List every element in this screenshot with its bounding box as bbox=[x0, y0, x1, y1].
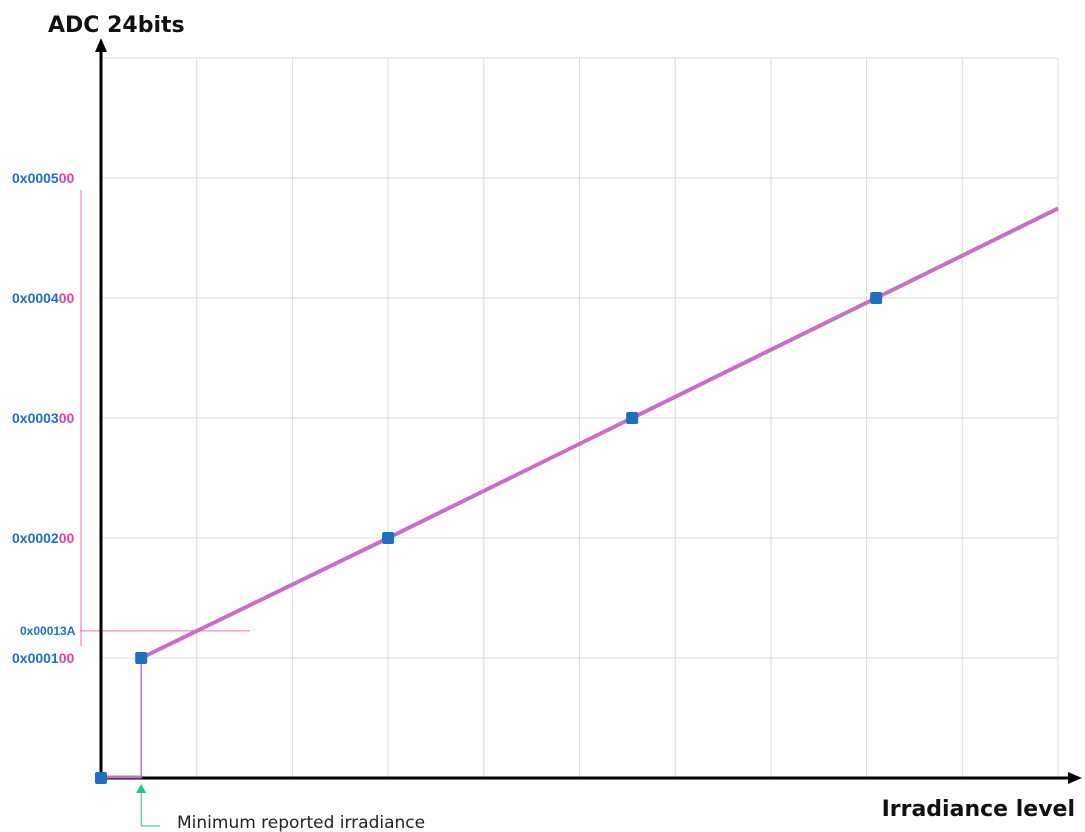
grid bbox=[101, 57, 1059, 778]
x-axis-arrowhead bbox=[1068, 772, 1082, 784]
y-tick-label: 0x000100 bbox=[12, 650, 75, 666]
data-point bbox=[135, 652, 148, 664]
annotation-label: Minimum reported irradiance bbox=[177, 813, 425, 832]
series-line bbox=[140, 206, 1059, 660]
x-axis-title: Irradiance level bbox=[882, 797, 1075, 822]
y-axis-arrowhead bbox=[95, 38, 107, 52]
y-tick-label: 0x000200 bbox=[12, 530, 75, 546]
series-layer bbox=[95, 206, 1059, 784]
y-tick-label: 0x000500 bbox=[12, 170, 75, 186]
tick-labels: 0x000100 0x000200 0x000300 0x000400 0x000500… bbox=[12, 170, 425, 832]
y-axis-title: ADC 24bits bbox=[48, 13, 185, 38]
data-point bbox=[626, 412, 639, 424]
data-point bbox=[382, 532, 395, 544]
axes bbox=[95, 38, 1082, 784]
annotation-layer bbox=[80, 190, 250, 827]
y-tick-label: 0x000400 bbox=[12, 290, 75, 306]
threshold-label: 0x00013A bbox=[20, 624, 76, 638]
annotation-arrowhead bbox=[136, 784, 147, 793]
data-point bbox=[95, 772, 107, 784]
y-tick-label: 0x000300 bbox=[12, 410, 75, 426]
data-point bbox=[870, 292, 883, 304]
